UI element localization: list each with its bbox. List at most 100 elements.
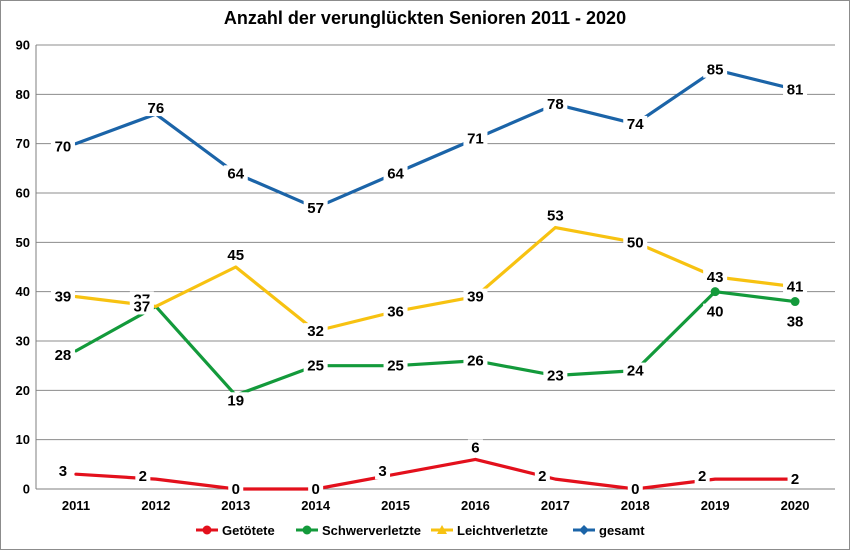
data-label-bg (223, 247, 248, 263)
data-label-bg (50, 346, 75, 363)
data-label: 85 (707, 62, 724, 79)
y-tick-label: 30 (16, 334, 30, 349)
y-axis-ticks: 0 10 20 30 40 50 60 70 80 90 (16, 38, 30, 497)
x-tick-label: 2011 (62, 498, 90, 513)
y-tick-label: 40 (16, 284, 30, 299)
data-label: 32 (307, 323, 324, 340)
data-label: 25 (307, 358, 324, 375)
y-tick-label: 60 (16, 186, 30, 201)
data-label-bg (627, 481, 643, 497)
data-label-bg (135, 468, 151, 485)
data-label: 50 (627, 234, 644, 251)
x-tick-label: 2017 (541, 498, 570, 513)
data-label: 78 (547, 96, 564, 113)
data-label: 36 (387, 303, 404, 320)
data-label-bg (543, 207, 568, 224)
data-label: 0 (631, 481, 639, 498)
legend-marker (202, 525, 212, 535)
data-label-bg (228, 481, 244, 497)
data-label-bg (467, 439, 483, 456)
data-label-bg (623, 115, 648, 132)
series-line-gesamt (74, 68, 797, 210)
data-label: 3 (378, 463, 386, 480)
legend-label: Getötete (222, 523, 275, 538)
data-label: 38 (787, 314, 804, 331)
data-label: 24 (627, 363, 644, 380)
data-label-bg (463, 288, 488, 305)
data-label-bg (223, 165, 248, 182)
data-label: 70 (55, 139, 72, 156)
data-label-bg (308, 481, 324, 497)
x-tick-label: 2012 (141, 498, 170, 513)
data-label-bg (383, 357, 408, 374)
data-label-bg (463, 130, 488, 147)
data-label: 6 (471, 439, 479, 456)
data-label-bg (694, 468, 710, 485)
data-label: 2 (791, 471, 799, 488)
data-label-bg (783, 81, 808, 98)
data-label: 25 (387, 358, 404, 375)
series-line-get-tete (74, 457, 797, 491)
data-label-bg (303, 323, 328, 340)
data-label: 53 (547, 208, 564, 225)
data-label: 71 (467, 131, 484, 148)
data-label-bg (50, 288, 75, 305)
data-label-bg (783, 313, 808, 330)
data-label: 19 (227, 392, 244, 409)
data-label: 39 (467, 289, 484, 306)
series-markers (710, 287, 800, 307)
data-label-bg (55, 463, 71, 480)
data-label: 43 (707, 269, 724, 286)
y-tick-label: 50 (16, 235, 30, 250)
data-label-bg (703, 61, 728, 78)
data-label: 74 (627, 116, 644, 133)
y-tick-label: 90 (16, 38, 30, 53)
data-label-bg (463, 352, 488, 369)
data-label: 39 (55, 289, 72, 306)
data-label-bg (129, 298, 154, 315)
data-labels: 3200362022283719252526232440383937453236… (50, 61, 808, 498)
legend: Getötete Schwerverletzte Leichtverletzte ge… (196, 523, 645, 538)
data-label: 2 (698, 468, 706, 485)
legend-label: Leichtverletzte (457, 523, 548, 538)
chart-title: Anzahl der verunglückten Senioren 2011 -… (223, 8, 627, 28)
data-label-bg (383, 303, 408, 320)
data-label: 28 (55, 347, 72, 364)
data-label-bg (303, 357, 328, 374)
data-label: 76 (148, 100, 165, 117)
legend-marker (302, 525, 312, 535)
data-label-bg (703, 268, 728, 285)
gridlines (35, 44, 835, 490)
x-tick-label: 2014 (301, 498, 331, 513)
legend-marker (579, 525, 589, 535)
y-tick-label: 70 (16, 136, 30, 151)
x-tick-label: 2013 (221, 498, 250, 513)
series-line-schwerverletzte (74, 290, 797, 397)
legend-label: Schwerverletzte (322, 523, 421, 538)
y-tick-label: 0 (23, 482, 30, 497)
x-tick-label: 2018 (621, 498, 650, 513)
data-label: 3 (59, 463, 67, 480)
data-label-bg (703, 303, 728, 320)
data-label-bg (143, 100, 168, 117)
legend-label: gesamt (599, 523, 645, 538)
data-label-bg (623, 234, 648, 251)
data-label: 41 (787, 279, 804, 296)
data-label-bg (787, 471, 803, 488)
data-label-bg (543, 96, 568, 113)
y-tick-label: 10 (16, 432, 30, 447)
x-axis-ticks: 2011 2012 2013 2014 2015 2016 2017 2018 2019 2020 (62, 498, 810, 513)
data-label: 2 (538, 468, 546, 485)
data-label: 0 (232, 481, 240, 498)
series-lines (74, 68, 797, 491)
data-point (710, 287, 720, 297)
data-label: 23 (547, 368, 564, 385)
data-label: 2 (139, 468, 147, 485)
data-label: 26 (467, 353, 484, 370)
data-label: 57 (307, 200, 324, 217)
data-label-bg (50, 138, 75, 155)
x-tick-label: 2016 (461, 498, 490, 513)
data-label: 64 (227, 165, 244, 182)
x-tick-label: 2015 (381, 498, 410, 513)
data-label-bg (223, 392, 248, 409)
